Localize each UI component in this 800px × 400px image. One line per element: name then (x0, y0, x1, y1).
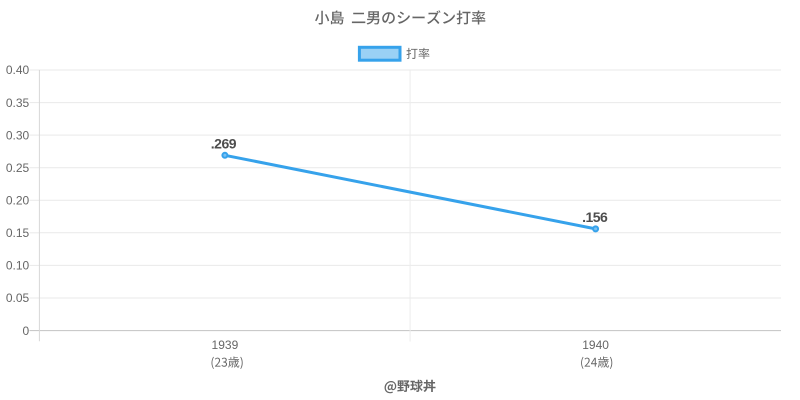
svg-text:1939: 1939 (212, 338, 239, 352)
svg-text:0.15: 0.15 (6, 226, 30, 240)
svg-text:0.30: 0.30 (6, 128, 30, 142)
svg-text:1940: 1940 (582, 338, 609, 352)
svg-text:0.20: 0.20 (6, 194, 30, 208)
svg-text:0.40: 0.40 (6, 63, 30, 77)
svg-text:0.35: 0.35 (6, 96, 30, 110)
svg-text:0.25: 0.25 (6, 161, 30, 175)
svg-text:.269: .269 (211, 136, 237, 152)
svg-text:0: 0 (23, 324, 30, 338)
svg-text:.156: .156 (582, 209, 608, 225)
svg-text:0.10: 0.10 (6, 259, 30, 273)
svg-text:0.05: 0.05 (6, 291, 30, 305)
